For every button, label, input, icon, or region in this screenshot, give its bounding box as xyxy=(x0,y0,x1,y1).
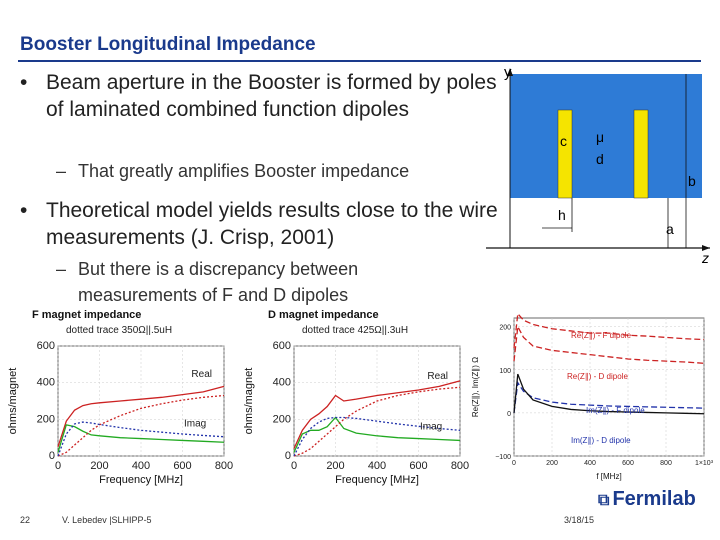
label-h: h xyxy=(558,207,566,223)
bullet-dot: • xyxy=(20,71,28,94)
x-tick-label: 800 xyxy=(215,460,233,472)
x-tick-label: 0 xyxy=(55,460,61,472)
sub-bullet-dash: – xyxy=(56,259,67,279)
series-legend-label-1: Re(Z∥) - D dipole xyxy=(567,372,628,381)
footer-date: 3/18/15 xyxy=(564,515,595,525)
y-tick-label: 200 xyxy=(273,413,291,425)
label-c: c xyxy=(560,133,567,149)
y-tick-label: 600 xyxy=(273,340,291,352)
bullet-1-text: Beam aperture in the Booster is formed b… xyxy=(46,71,497,121)
x-axis-label: Frequency [MHz] xyxy=(335,474,419,486)
label-mu: μ xyxy=(596,129,604,145)
y-tick-label: −100 xyxy=(495,454,511,461)
y-axis-label: Re(Z∥), Im(Z∥) Ω xyxy=(471,357,480,417)
chart-annotation: dotted trace 425Ω||.3uH xyxy=(302,325,408,336)
footer-author: V. Lebedev |SLHIPP-5 xyxy=(62,515,152,525)
real-series-label: Real xyxy=(427,371,448,382)
series-line-0 xyxy=(293,380,461,449)
x-tick-label: 800 xyxy=(451,460,469,472)
plot-area xyxy=(513,317,705,457)
label-z: z xyxy=(701,250,709,264)
y-axis-label: ohms/magnet xyxy=(7,368,19,435)
y-tick-label: 600 xyxy=(37,340,55,352)
x-tick-label: 200 xyxy=(326,460,344,472)
x-tick-label: 600 xyxy=(622,460,634,467)
sub-bullet-2-text: But there is a discrepancy between measu… xyxy=(78,259,359,305)
label-d: d xyxy=(596,151,604,167)
real-series-label: Real xyxy=(191,369,212,380)
y-tick-label: 200 xyxy=(499,325,511,332)
sub-bullet-dash: – xyxy=(56,161,67,181)
x-tick-label: 400 xyxy=(132,460,150,472)
y-tick-label: 100 xyxy=(499,368,511,375)
x-tick-label: 0 xyxy=(291,460,297,472)
y-arrow xyxy=(507,68,513,76)
x-axis-label: f [MHz] xyxy=(596,472,621,481)
x-tick-label: 800 xyxy=(660,460,672,467)
pole-strip-left xyxy=(557,109,573,199)
slide-title: Booster Longitudinal Impedance xyxy=(20,34,316,55)
series-line-3 xyxy=(513,373,705,415)
x-tick-label: 200 xyxy=(90,460,108,472)
page-number: 22 xyxy=(20,515,31,525)
y-tick-label: 0 xyxy=(49,450,55,462)
fermilab-logo: ⧉ Fermilab xyxy=(598,488,696,511)
series-line-1 xyxy=(513,324,705,364)
series-line-2 xyxy=(513,380,705,413)
series-legend-label-0: Re(Z∥) - F dipole xyxy=(571,331,632,340)
bullet-dot: • xyxy=(20,199,28,222)
series-line-1 xyxy=(293,416,461,453)
bullet-2-text: Theoretical model yields results close t… xyxy=(46,199,498,249)
y-tick-label: 0 xyxy=(507,411,511,418)
title-rule xyxy=(18,60,701,62)
x-axis-label: Frequency [MHz] xyxy=(99,474,183,486)
x-tick-label: 400 xyxy=(368,460,386,472)
series-legend-label-2: Im(Z∥) - F dipole xyxy=(586,406,645,415)
y-tick-label: 200 xyxy=(37,413,55,425)
x-tick-label: 600 xyxy=(173,460,191,472)
plot-area xyxy=(57,345,225,457)
y-tick-label: 0 xyxy=(285,450,291,462)
x-tick-label: 400 xyxy=(584,460,596,467)
imag-series-label: Imag xyxy=(420,421,442,432)
x-tick-label: 0 xyxy=(512,460,516,467)
series-line-3 xyxy=(293,416,461,457)
fermilab-logo-text: Fermilab xyxy=(612,488,696,510)
lamination-fill xyxy=(510,74,702,198)
label-y: y xyxy=(504,64,512,81)
f-magnet-chart: 0 200 400 600 0 200 400 600 800 F magnet impedanc… xyxy=(7,309,233,486)
series-legend-label-3: Im(Z∥) - D dipole xyxy=(571,436,631,445)
fermilab-logo-icon: ⧉ xyxy=(598,492,610,509)
x-tick-label: 1×10³ xyxy=(695,460,714,467)
chart-annotation: dotted trace 350Ω||.5uH xyxy=(66,325,172,336)
d-magnet-chart: 0 200 400 600 0 200 400 600 800 D magnet impedanc… xyxy=(243,309,469,486)
y-axis-label: ohms/magnet xyxy=(243,368,255,435)
y-tick-label: 400 xyxy=(273,377,291,389)
x-tick-label: 200 xyxy=(546,460,558,467)
chart-title: D magnet impedance xyxy=(268,309,379,321)
y-tick-label: 400 xyxy=(37,377,55,389)
series-line-3 xyxy=(57,421,225,457)
chart-title: F magnet impedance xyxy=(32,309,141,321)
imag-series-label: Imag xyxy=(184,419,206,430)
series-line-0 xyxy=(513,314,705,349)
sub-bullet-1-text: That greatly amplifies Booster impedance xyxy=(78,161,410,181)
z-arrow xyxy=(702,245,710,251)
pole-strip-right xyxy=(633,109,649,199)
aperture-diagram: y z c μ d b a h xyxy=(486,64,710,264)
label-b: b xyxy=(688,173,696,189)
label-a: a xyxy=(666,221,674,237)
x-tick-label: 600 xyxy=(409,460,427,472)
series-line-0 xyxy=(57,385,225,448)
